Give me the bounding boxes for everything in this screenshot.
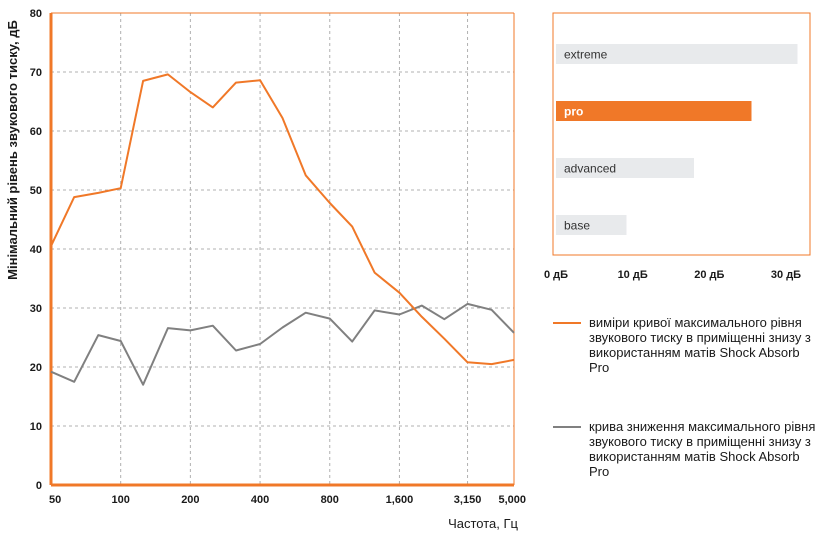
level-tick-label: 20 дБ xyxy=(694,269,724,281)
level-bar-label-pro: pro xyxy=(564,105,583,119)
y-axis-title: Мінімальний рівень звукового тиску, дБ xyxy=(5,20,20,280)
legend-item-orange: виміри кривої максимального рівня звуков… xyxy=(553,315,821,375)
x-tick-label: 100 xyxy=(112,494,130,506)
y-tick-label: 50 xyxy=(30,185,42,197)
x-tick-label: 50 xyxy=(49,494,61,506)
level-tick-label: 30 дБ xyxy=(771,269,801,281)
y-tick-label: 60 xyxy=(30,126,42,138)
x-tick-label: 1,600 xyxy=(386,494,414,506)
legend-text-gray: крива зниження максимального рівня звуко… xyxy=(589,419,816,479)
level-tick-label: 10 дБ xyxy=(618,269,648,281)
x-tick-label: 800 xyxy=(321,494,339,506)
series-line-gray xyxy=(50,302,515,386)
legend-swatch-orange xyxy=(553,322,581,324)
x-tick-label: 200 xyxy=(181,494,199,506)
x-axis-title: Частота, Гц xyxy=(448,516,518,531)
x-tick-label: 3,150 xyxy=(454,494,482,506)
level-bar-label-advanced: advanced xyxy=(564,162,616,176)
y-tick-label: 0 xyxy=(36,480,42,492)
y-tick-label: 40 xyxy=(30,244,42,256)
level-chart-frame xyxy=(552,12,811,256)
level-bar-label-base: base xyxy=(564,219,590,233)
y-tick-label: 70 xyxy=(30,67,42,79)
legend-text-orange: виміри кривої максимального рівня звуков… xyxy=(589,315,811,375)
x-tick-label: 400 xyxy=(251,494,269,506)
level-tick-label: 0 дБ xyxy=(544,269,568,281)
y-tick-label: 30 xyxy=(30,303,42,315)
x-tick-label: 5,000 xyxy=(498,494,526,506)
main-line-chart: 0 10 20 30 40 50 60 70 80 50 100 200 400 800 1,600 3,15… xyxy=(5,8,526,531)
level-bar-pro xyxy=(556,101,752,121)
grid-lines xyxy=(51,12,514,485)
y-tick-label: 80 xyxy=(30,8,42,20)
legend-swatch-gray xyxy=(553,426,581,428)
level-bar-base xyxy=(556,215,627,235)
series-line-orange xyxy=(50,73,515,366)
level-bar-extreme xyxy=(556,44,798,64)
level-bar-advanced xyxy=(556,158,694,178)
y-tick-label: 20 xyxy=(30,362,42,374)
level-bar-chart: extreme pro advanced base 0 дБ 10 дБ 20 дБ 30 д… xyxy=(544,12,811,281)
level-bar-label-extreme: extreme xyxy=(564,48,608,62)
legend-item-gray: крива зниження максимального рівня звуко… xyxy=(553,419,821,479)
y-tick-label: 10 xyxy=(30,421,42,433)
